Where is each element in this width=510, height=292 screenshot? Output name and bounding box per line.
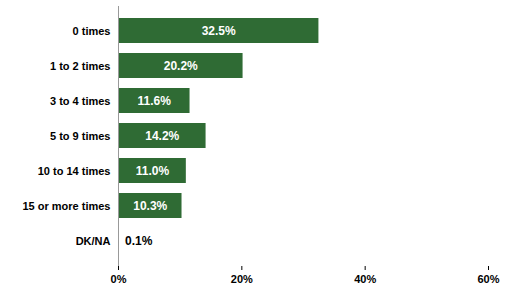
- svg-text:DK/NA: DK/NA: [76, 235, 111, 247]
- svg-text:11.6%: 11.6%: [138, 94, 172, 108]
- svg-text:0.1%: 0.1%: [125, 234, 153, 248]
- svg-text:40%: 40%: [354, 273, 376, 285]
- svg-text:1 to 2 times: 1 to 2 times: [50, 60, 111, 72]
- svg-text:15 or more times: 15 or more times: [22, 200, 110, 212]
- svg-text:32.5%: 32.5%: [202, 24, 236, 38]
- svg-text:11.0%: 11.0%: [136, 164, 170, 178]
- svg-text:60%: 60%: [477, 273, 499, 285]
- svg-text:5 to 9 times: 5 to 9 times: [50, 130, 111, 142]
- svg-text:0%: 0%: [111, 273, 127, 285]
- svg-text:14.2%: 14.2%: [145, 129, 179, 143]
- svg-text:20.2%: 20.2%: [164, 59, 198, 73]
- svg-text:3 to 4 times: 3 to 4 times: [50, 95, 111, 107]
- svg-text:0 times: 0 times: [73, 25, 111, 37]
- svg-text:10.3%: 10.3%: [133, 199, 167, 213]
- svg-text:10 to 14 times: 10 to 14 times: [38, 165, 111, 177]
- svg-text:20%: 20%: [231, 273, 253, 285]
